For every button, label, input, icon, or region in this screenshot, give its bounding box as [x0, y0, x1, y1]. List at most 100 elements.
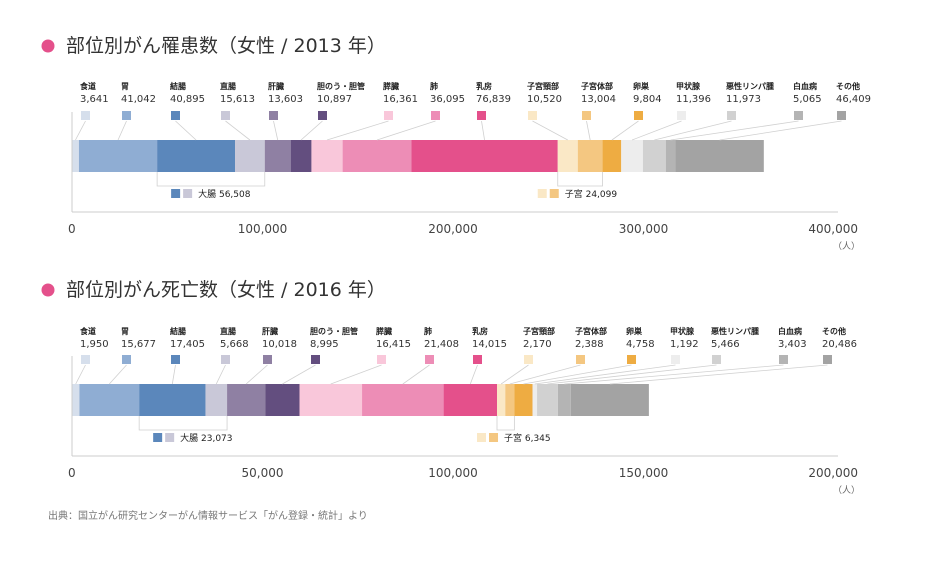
bar-segment-1	[72, 384, 80, 416]
bar-segment-16	[570, 384, 649, 416]
tick-label: 200,000	[428, 222, 478, 236]
bar-segment-9	[411, 140, 558, 172]
bar-segment-3	[157, 140, 236, 172]
category-label: 乳房	[476, 81, 492, 91]
value-label: 5,065	[793, 94, 822, 105]
category-label: 甲状腺	[676, 81, 701, 91]
legend-swatch	[477, 111, 486, 120]
category-label: 子宮体部	[581, 81, 613, 91]
value-label: 15,613	[220, 94, 255, 105]
leader-line	[108, 364, 127, 385]
bar-segment-4	[235, 140, 265, 172]
chart-title: 部位別がん罹患数（女性 / 2013 年）	[66, 35, 386, 57]
legend-swatch	[221, 355, 230, 364]
bar-segment-2	[79, 384, 140, 416]
title-bullet-icon	[41, 283, 55, 297]
bar-segment-11	[505, 384, 515, 416]
legend-swatch	[318, 111, 327, 120]
source-note: 出典：国立がん研究センターがん情報サービス「がん登録・統計」より	[48, 509, 368, 522]
group-swatch	[477, 433, 487, 442]
tick-label: 50,000	[242, 466, 284, 480]
legend-swatch	[712, 355, 721, 364]
legend-swatch	[171, 355, 180, 364]
tick-label: 0	[68, 222, 76, 236]
category-label: 肺	[430, 81, 438, 91]
leader-line	[402, 364, 430, 385]
leader-line	[171, 364, 176, 385]
legend-swatch	[627, 355, 636, 364]
bar-segment-15	[557, 384, 571, 416]
legend-swatch	[377, 355, 386, 364]
value-label: 9,804	[633, 94, 662, 105]
leader-line	[609, 364, 828, 385]
leader-line	[631, 120, 682, 141]
legend-swatch	[311, 355, 320, 364]
unit-label: （人）	[833, 241, 860, 252]
value-label: 3,641	[80, 94, 109, 105]
category-label: 結腸	[170, 81, 186, 91]
category-label: 肝臓	[268, 81, 284, 91]
group-label: 大腸 56,508	[198, 188, 251, 200]
bar-segment-15	[665, 140, 676, 172]
group-swatch	[183, 189, 193, 198]
value-label: 5,466	[711, 339, 740, 350]
category-label: 卵巣	[626, 326, 642, 336]
legend-swatch	[779, 355, 788, 364]
value-label: 14,015	[472, 339, 507, 350]
legend-swatch	[473, 355, 482, 364]
bar-segment-14	[642, 140, 666, 172]
leader-line	[330, 364, 382, 385]
bar-segment-5	[227, 384, 266, 416]
category-label: 直腸	[220, 81, 236, 91]
legend-swatch	[81, 111, 90, 120]
bar-segment-6	[290, 140, 312, 172]
category-label: 悪性リンパ腫	[726, 81, 774, 91]
leader-line	[469, 364, 478, 385]
bar-segment-16	[675, 140, 764, 172]
leader-line	[215, 364, 226, 385]
value-label: 11,973	[726, 94, 761, 105]
legend-swatch	[122, 111, 131, 120]
legend-swatch	[263, 355, 272, 364]
leader-line	[534, 364, 676, 385]
legend-swatch	[634, 111, 643, 120]
bar-segment-1	[72, 140, 79, 172]
legend-swatch	[384, 111, 393, 120]
legend-swatch	[528, 111, 537, 120]
leader-line	[532, 120, 568, 141]
category-label: 胃	[121, 327, 129, 336]
legend-swatch	[122, 355, 131, 364]
category-label: 肺	[424, 326, 432, 336]
leader-line	[500, 364, 529, 385]
leader-line	[376, 120, 436, 141]
leader-line	[300, 120, 323, 141]
legend-swatch	[171, 111, 180, 120]
value-label: 8,995	[310, 339, 339, 350]
leader-line	[225, 120, 251, 141]
bar-segment-13	[621, 140, 643, 172]
bar-segment-10	[497, 384, 506, 416]
leader-line	[175, 120, 197, 141]
category-label: その他	[822, 326, 846, 336]
category-label: 悪性リンパ腫	[711, 326, 759, 336]
bar-segment-10	[557, 140, 578, 172]
value-label: 40,895	[170, 94, 205, 105]
category-label: 乳房	[472, 326, 488, 336]
leader-line	[273, 120, 279, 141]
legend-swatch	[582, 111, 591, 120]
legend-swatch	[576, 355, 585, 364]
bar-segment-4	[205, 384, 228, 416]
bar-segment-9	[443, 384, 498, 416]
title-bullet-icon	[41, 39, 55, 53]
chart-2: 部位別がん死亡数（女性 / 2016 年） 食道 1,950 胃 15,677 結腸 17,…	[41, 279, 860, 496]
tick-label: 200,000	[808, 466, 858, 480]
value-label: 10,897	[317, 94, 352, 105]
category-label: 胆のう・胆管	[310, 326, 358, 336]
category-label: 子宮頸部	[527, 81, 559, 91]
legend-swatch	[81, 355, 90, 364]
value-label: 13,004	[581, 94, 616, 105]
value-label: 11,396	[676, 94, 711, 105]
leader-line	[719, 120, 842, 141]
value-label: 41,042	[121, 94, 156, 105]
